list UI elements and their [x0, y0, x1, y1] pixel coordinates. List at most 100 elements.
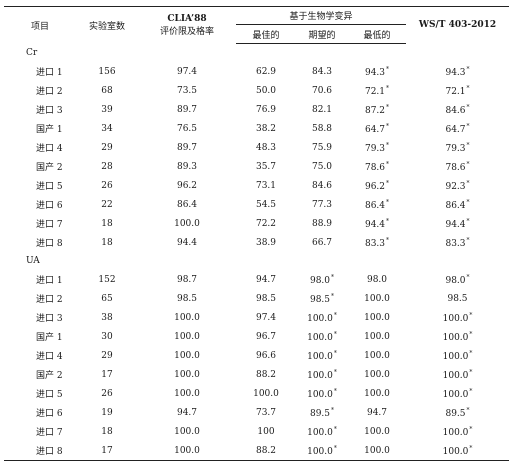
desirable-rate: 100.0* — [296, 365, 348, 384]
ws-pass-rate-value: 98.5 — [447, 293, 468, 304]
clia-pass-rate: 89.7 — [138, 138, 236, 157]
row-label: 国产 1 — [4, 327, 76, 346]
row-label: 进口 6 — [4, 195, 76, 214]
clia-pass-rate-value: 89.3 — [176, 161, 198, 172]
labs-count-value: 18 — [101, 237, 113, 248]
minimum-rate: 96.2* — [348, 176, 406, 195]
ws-pass-rate-value: 98.0 — [445, 275, 466, 286]
ws-pass-rate: 100.0* — [406, 346, 509, 365]
clia-pass-rate: 100.0 — [138, 384, 236, 403]
optimal-rate-value: 62.9 — [255, 66, 277, 77]
ws-pass-rate: 100.0* — [406, 327, 509, 346]
significance-mark: * — [386, 160, 390, 168]
clia-pass-rate: 86.4 — [138, 195, 236, 214]
minimum-rate-value: 78.6 — [364, 162, 386, 173]
row-label: 进口 3 — [4, 308, 76, 327]
labs-count: 26 — [76, 384, 138, 403]
clia-pass-rate-value: 94.4 — [176, 237, 198, 248]
desirable-rate-value: 100.0 — [307, 332, 333, 343]
minimum-rate-value: 86.4 — [364, 200, 386, 211]
row-label-value: 进口 1 — [36, 68, 63, 78]
row-label: 进口 1 — [4, 62, 76, 81]
optimal-rate: 94.7 — [236, 270, 296, 289]
optimal-rate-value: 73.7 — [255, 407, 277, 418]
col-item-header: 项目 — [4, 6, 76, 44]
significance-mark: * — [386, 65, 390, 73]
optimal-rate-value: 98.5 — [255, 293, 277, 304]
labs-count-value: 17 — [101, 369, 113, 380]
significance-mark: * — [386, 179, 390, 187]
row-label: 进口 6 — [4, 403, 76, 422]
desirable-rate: 84.3 — [296, 62, 348, 81]
minimum-rate-value: 94.7 — [366, 407, 388, 418]
optimal-rate-value: 38.9 — [255, 237, 277, 248]
table-row: 进口 4 29 89.7 48.3 75.9 79.3* 79.3* — [4, 138, 509, 157]
minimum-rate: 64.7* — [348, 119, 406, 138]
desirable-rate-value: 98.0 — [309, 275, 331, 286]
clia-pass-rate: 100.0 — [138, 214, 236, 233]
optimal-rate: 76.9 — [236, 100, 296, 119]
desirable-rate: 100.0* — [296, 327, 348, 346]
optimal-rate-value: 97.4 — [255, 312, 277, 323]
optimal-rate-value: 48.3 — [255, 142, 277, 153]
minimum-rate: 100.0 — [348, 422, 406, 441]
labs-count-value: 65 — [101, 293, 113, 304]
labs-count: 156 — [76, 62, 138, 81]
minimum-rate: 100.0 — [348, 327, 406, 346]
clia-pass-rate: 89.7 — [138, 100, 236, 119]
optimal-rate-value: 88.2 — [255, 369, 277, 380]
minimum-rate-value: 64.7 — [364, 124, 386, 135]
ws-pass-rate-value: 100.0 — [442, 446, 469, 457]
table-row: 进口 8 18 94.4 38.9 66.7 83.3* 83.3* — [4, 233, 509, 252]
row-label: 进口 4 — [4, 346, 76, 365]
desirable-rate-value: 58.8 — [311, 123, 333, 134]
ws-pass-rate-value: 100.0 — [442, 351, 469, 362]
desirable-rate: 70.6 — [296, 81, 348, 100]
clia-pass-rate-value: 94.7 — [176, 407, 198, 418]
optimal-rate: 73.1 — [236, 176, 296, 195]
ws-pass-rate: 100.0* — [406, 422, 509, 441]
ws-pass-rate: 72.1* — [406, 81, 509, 100]
desirable-rate-value: 100.0 — [307, 446, 333, 457]
ws-pass-rate-value: 84.6 — [445, 105, 466, 116]
table-row: 进口 2 68 73.5 50.0 70.6 72.1* 72.1* — [4, 81, 509, 100]
clia-pass-rate: 100.0 — [138, 327, 236, 346]
ws-pass-rate-value: 92.3 — [445, 181, 466, 192]
minimum-rate-value: 100.0 — [364, 350, 390, 361]
desirable-rate-value: 75.9 — [311, 142, 333, 153]
minimum-rate-value: 96.2 — [364, 181, 386, 192]
clia-pass-rate-value: 89.7 — [176, 104, 198, 115]
desirable-rate-value: 77.3 — [311, 199, 333, 210]
significance-mark: * — [333, 311, 337, 319]
optimal-rate-value: 38.2 — [255, 123, 277, 134]
optimal-rate: 72.2 — [236, 214, 296, 233]
labs-count-value: 28 — [101, 161, 113, 172]
row-label: 进口 2 — [4, 289, 76, 308]
minimum-rate-value: 100.0 — [364, 426, 390, 437]
significance-mark: * — [466, 217, 470, 225]
labs-count: 39 — [76, 100, 138, 119]
significance-mark: * — [469, 330, 473, 338]
clia-pass-rate-value: 96.2 — [176, 180, 198, 191]
labs-count-value: 30 — [101, 331, 113, 342]
clia-pass-rate-value: 98.7 — [176, 274, 198, 285]
optimal-rate-value: 35.7 — [255, 161, 277, 172]
desirable-rate: 100.0* — [296, 346, 348, 365]
row-label: 进口 8 — [4, 233, 76, 252]
labs-count-value: 26 — [101, 388, 113, 399]
table-row: 进口 1 152 98.7 94.7 98.0* 98.0 98.0* — [4, 270, 509, 289]
desirable-rate-value: 100.0 — [307, 351, 333, 362]
table-row: 进口 7 18 100.0 72.2 88.9 94.4* 94.4* — [4, 214, 509, 233]
optimal-rate: 100.0 — [236, 384, 296, 403]
optimal-rate-value: 94.7 — [255, 274, 277, 285]
optimal-rate-value: 76.9 — [255, 104, 277, 115]
clia-pass-rate-value: 89.7 — [176, 142, 198, 153]
clia-pass-rate: 73.5 — [138, 81, 236, 100]
optimal-rate: 50.0 — [236, 81, 296, 100]
significance-mark: * — [386, 236, 390, 244]
desirable-rate: 84.6 — [296, 176, 348, 195]
row-label: 国产 2 — [4, 157, 76, 176]
row-label: 进口 7 — [4, 214, 76, 233]
optimal-rate: 96.7 — [236, 327, 296, 346]
optimal-rate: 38.2 — [236, 119, 296, 138]
